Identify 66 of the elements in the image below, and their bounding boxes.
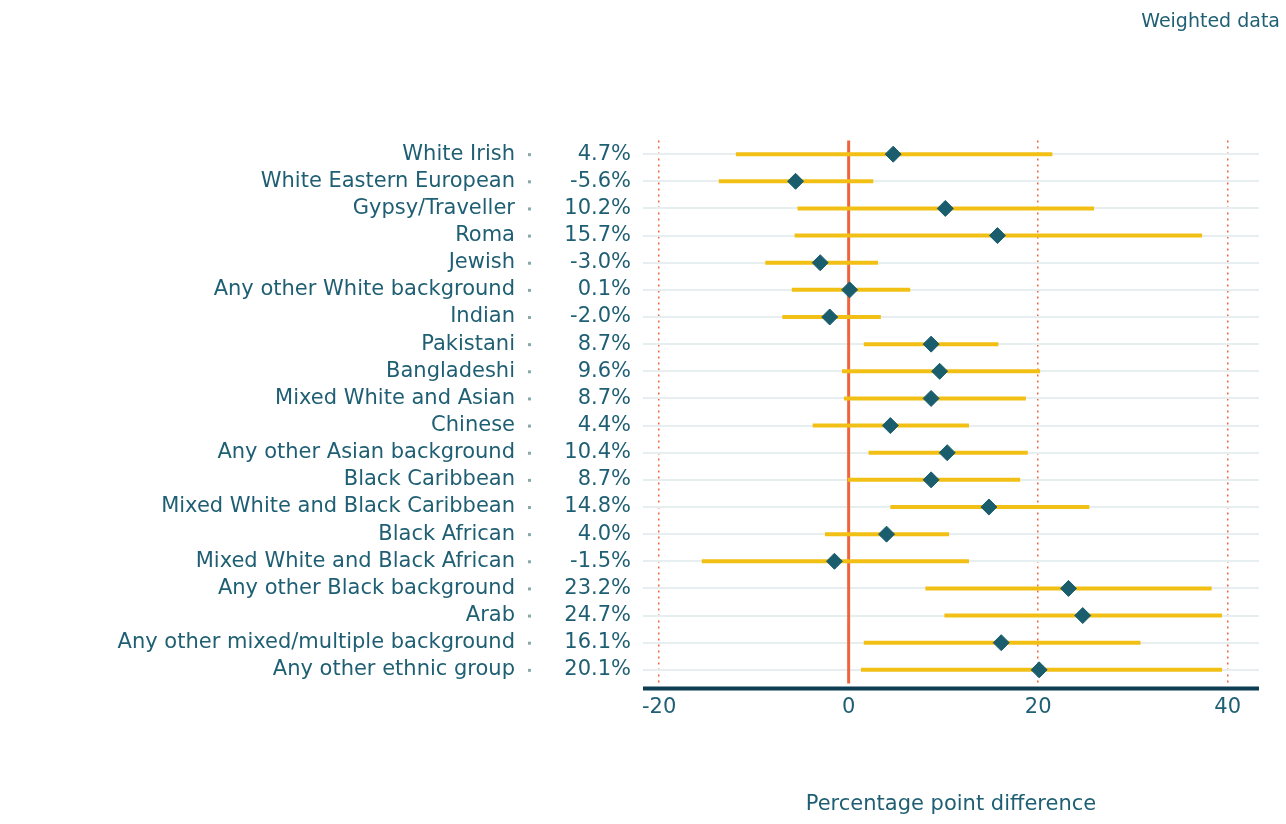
y-tick-label: Mixed White and Black Caribbean (161, 493, 515, 518)
data-label: -3.0% (570, 249, 631, 274)
data-label: 8.7% (577, 384, 631, 409)
data-label: 8.7% (577, 466, 631, 491)
y-tick-label: Jewish (446, 249, 515, 274)
y-tick-label: Chinese (431, 412, 515, 437)
data-label: 14.8% (564, 493, 631, 518)
data-label: 4.7% (577, 140, 631, 165)
y-tick-label: Any other Asian background (217, 439, 515, 464)
data-label: 4.0% (577, 520, 631, 545)
data-label: -2.0% (570, 303, 631, 328)
y-tick-label: Mixed White and Black African (195, 547, 515, 572)
data-label: 4.4% (577, 412, 631, 437)
data-label: 8.7% (577, 330, 631, 355)
data-label: 9.6% (577, 357, 631, 382)
point (988, 227, 1006, 245)
x-tick-label: 40 (1214, 694, 1242, 719)
x-tick-label: -20 (641, 694, 677, 719)
y-tick-label: White Eastern European (260, 167, 515, 192)
point (1060, 579, 1078, 597)
point (787, 172, 805, 190)
data-label: -1.5% (570, 547, 631, 572)
y-tick-label: Arab (465, 602, 515, 626)
data-label: 0.1% (577, 276, 631, 301)
data-label: 10.4% (564, 439, 631, 464)
data-label: 20.1% (564, 656, 631, 681)
point (936, 199, 954, 217)
data-label: -5.6% (570, 167, 631, 192)
y-tick-label: White Irish (402, 140, 515, 165)
point (938, 444, 956, 462)
x-axis-title: Percentage point difference (805, 791, 1097, 816)
text: Weighted data (1141, 8, 1280, 31)
y-tick-label: Pakistani (421, 330, 515, 355)
point (1074, 607, 1092, 625)
point (821, 308, 839, 326)
point (1030, 661, 1048, 679)
data-label: 23.2% (564, 574, 631, 599)
data-label: 24.7% (564, 602, 631, 626)
point (922, 335, 940, 353)
point (931, 362, 949, 380)
y-tick-label: Indian (450, 303, 515, 328)
point (884, 145, 902, 163)
y-tick-label: Black Caribbean (343, 466, 515, 491)
y-tick-label: Bangladeshi (386, 357, 515, 382)
point (980, 498, 998, 516)
y-tick-label: Gypsy/Traveller (352, 194, 516, 219)
y-tick-label: Roma (455, 222, 515, 247)
x-tick-label: 0 (841, 694, 856, 719)
y-tick-label: Black African (378, 520, 515, 545)
y-tick-label: Any other White background (213, 276, 515, 301)
point (881, 417, 899, 435)
point (922, 389, 940, 407)
point (878, 525, 896, 543)
point (922, 471, 940, 489)
data-label: 16.1% (564, 629, 631, 654)
point (825, 552, 843, 570)
y-tick-label: Mixed White and Asian (275, 384, 515, 409)
x-tick-label: 20 (1024, 694, 1052, 719)
point (841, 281, 859, 299)
data-label: 10.2% (564, 194, 631, 219)
y-tick-label: Any other ethnic group (272, 656, 515, 681)
y-tick-label: Any other mixed/multiple background (117, 629, 515, 654)
data-label: 15.7% (564, 222, 631, 247)
point (992, 634, 1010, 652)
y-tick-label: Any other Black background (217, 574, 515, 599)
point (811, 254, 829, 272)
